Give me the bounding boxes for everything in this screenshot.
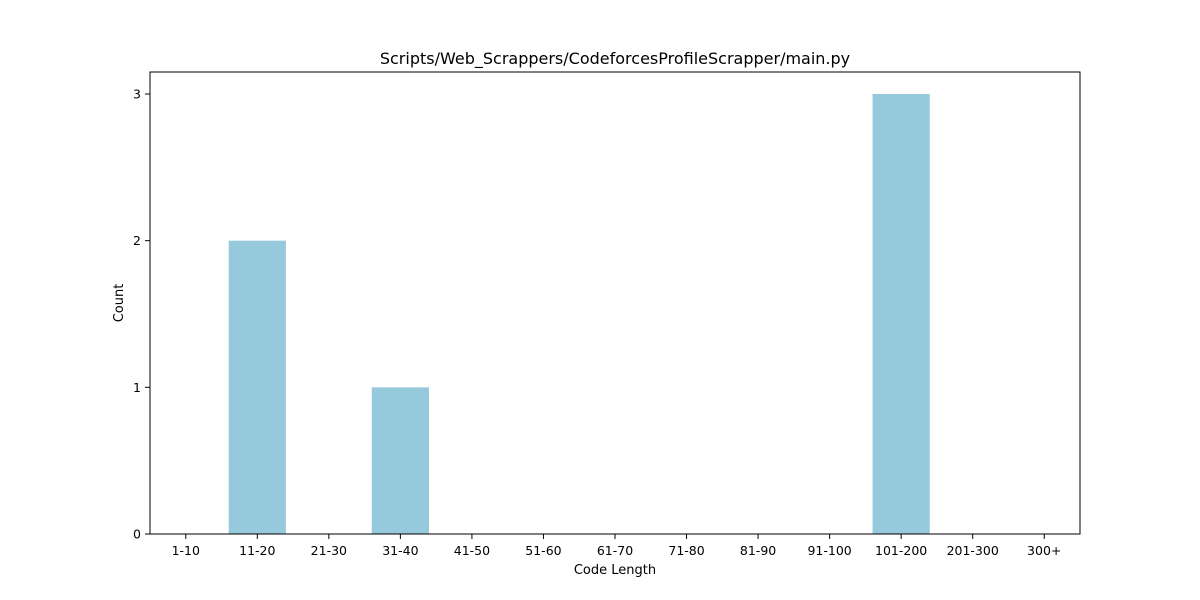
y-tick-label: 0 [133,527,141,542]
x-tick-label: 41-50 [454,543,490,558]
y-axis-label: Count [112,284,127,323]
y-tick-label: 1 [133,380,141,395]
x-tick-label: 81-90 [740,543,776,558]
bar-31-40 [371,387,429,534]
plot-frame [149,71,1081,535]
x-tick-label: 201-300 [947,543,999,558]
bars-group [228,94,930,535]
x-tick-label: 11-20 [239,543,275,558]
y-tick-label: 3 [133,87,141,102]
chart-title: Scripts/Web_Scrappers/CodeforcesProfileS… [380,49,850,69]
bar-11-20 [228,240,286,535]
x-tick-label: 61-70 [597,543,633,558]
x-tick-label: 71-80 [668,543,704,558]
x-axis-ticks: 1-10 11-20 21-30 31-40 41-50 51-60 61-70 71-80 8… [172,534,1061,558]
x-tick-label: 1-10 [172,543,200,558]
y-tick-label: 2 [133,233,141,248]
x-tick-label: 91-100 [807,543,851,558]
x-tick-label: 21-30 [311,543,347,558]
x-axis-label: Code Length [574,563,656,578]
y-axis-ticks: 0 1 2 3 [133,87,150,542]
x-tick-label: 51-60 [525,543,561,558]
x-tick-label: 101-200 [875,543,927,558]
x-tick-label: 300+ [1027,543,1061,558]
x-tick-label: 31-40 [382,543,418,558]
bar-101-200 [872,94,930,534]
